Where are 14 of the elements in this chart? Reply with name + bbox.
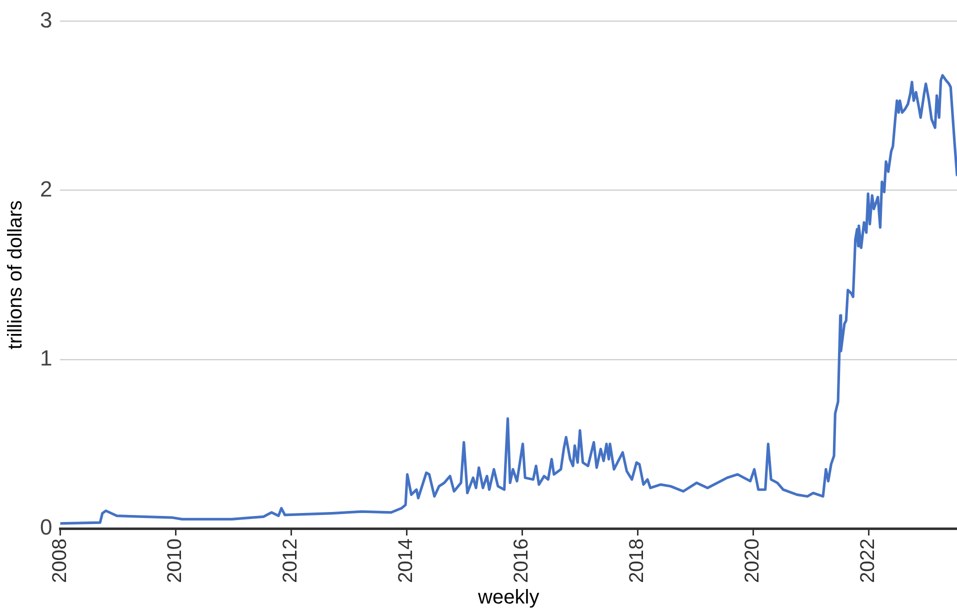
y-tick-label: 2: [40, 176, 52, 202]
y-tick-label: 1: [40, 345, 52, 370]
y-axis-title: trillions of dollars: [4, 200, 27, 350]
x-tick-label: 2008: [48, 538, 71, 584]
x-tick-label: 2010: [164, 538, 186, 584]
x-tick-label: 2022: [857, 538, 880, 584]
y-tick-label: 0: [40, 514, 52, 540]
x-tick-label: 2014: [395, 538, 418, 584]
x-tick-label: 2016: [510, 538, 533, 584]
x-tick-label: 2012: [280, 538, 302, 584]
x-tick-label: 2018: [626, 538, 648, 584]
x-axis-title: weekly: [477, 586, 540, 609]
x-tick-label: 2020: [742, 538, 764, 584]
y-tick-label: 3: [40, 7, 52, 32]
